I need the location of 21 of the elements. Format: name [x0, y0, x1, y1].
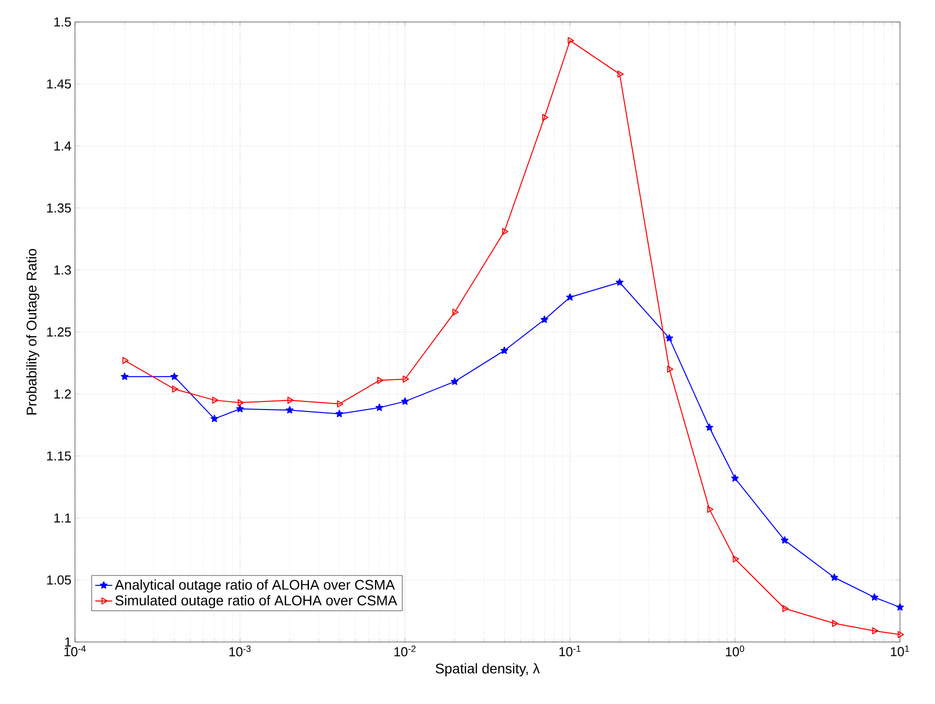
y-tick-label: 1: [65, 638, 71, 646]
y-axis-title: Probability of Outage Ratio: [26, 248, 40, 415]
x-tick-label: 10$^{0}$: [726, 646, 744, 656]
x-tick-label: 10$^{1}$: [890, 646, 910, 656]
legend-label: Analytical outage ratio of ALOHA over CSMA: [114, 579, 395, 593]
y-tick-label: 1.2: [54, 389, 71, 399]
y-tick-label: 1.1: [54, 514, 71, 522]
y-tick-label: 1.4: [54, 142, 72, 150]
x-tick-label: 10$^{-1}$: [559, 646, 581, 656]
x-axis-title: Spatial density, λ: [436, 663, 540, 676]
x-tick-label: 10$^{-4}$: [64, 646, 86, 656]
y-tick-label: 1.5: [54, 17, 71, 27]
y-tick-label: 1.45: [47, 79, 71, 89]
y-tick-label: 1.15: [47, 451, 71, 461]
x-tick-label: 10$^{-2}$: [394, 646, 416, 656]
x-tick-label: 10$^{-3}$: [229, 646, 251, 656]
y-tick-label: 1.05: [47, 575, 71, 585]
y-tick-label: 1.35: [47, 203, 71, 213]
y-tick-label: 1.25: [47, 327, 71, 337]
y-tick-label: 1.3: [54, 265, 71, 275]
legend-label: Simulated outage ratio of ALOHA over CSMA: [115, 595, 398, 608]
